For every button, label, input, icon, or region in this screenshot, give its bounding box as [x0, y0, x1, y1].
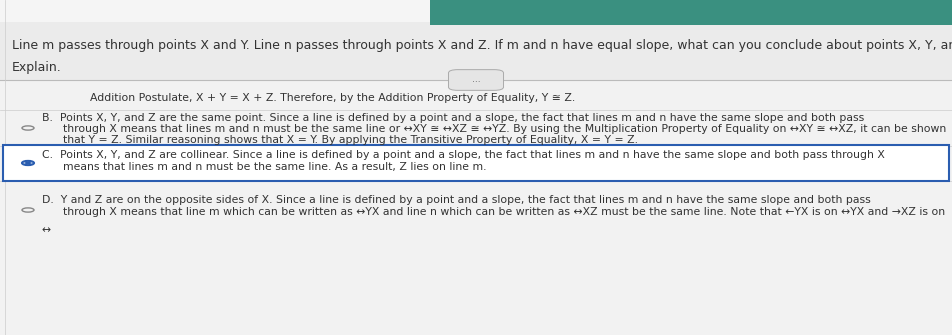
Text: through X means that line m which can be written as ↔YX and line n which can be : through X means that line m which can be… [42, 207, 945, 217]
Text: B.  Points X, Y, and Z are the same point. Since a line is defined by a point an: B. Points X, Y, and Z are the same point… [42, 113, 864, 123]
Text: C.  Points X, Y, and Z are collinear. Since a line is defined by a point and a s: C. Points X, Y, and Z are collinear. Sin… [42, 150, 884, 160]
FancyBboxPatch shape [0, 80, 952, 335]
FancyBboxPatch shape [448, 70, 504, 90]
Text: Explain.: Explain. [12, 61, 62, 73]
Text: ...: ... [471, 75, 481, 84]
FancyBboxPatch shape [3, 145, 949, 181]
Circle shape [25, 162, 31, 164]
Text: Addition Postulate, X + Y = X + Z. Therefore, by the Addition Property of Equali: Addition Postulate, X + Y = X + Z. There… [90, 93, 575, 103]
Text: means that lines m and n must be the same line. As a result, Z lies on line m.: means that lines m and n must be the sam… [42, 162, 486, 172]
Text: that Y = Z. Similar reasoning shows that X = Y. By applying the Transitive Prope: that Y = Z. Similar reasoning shows that… [42, 135, 638, 145]
Text: Line m passes through points X and Y. Line n passes through points X and Z. If m: Line m passes through points X and Y. Li… [12, 39, 952, 52]
Text: ↔: ↔ [42, 225, 51, 235]
FancyBboxPatch shape [0, 22, 952, 80]
FancyBboxPatch shape [430, 0, 952, 25]
Text: through X means that lines m and n must be the same line or ↔XY ≅ ↔XZ ≅ ↔YZ. By : through X means that lines m and n must … [42, 124, 946, 134]
Text: D.  Y and Z are on the opposite sides of X. Since a line is defined by a point a: D. Y and Z are on the opposite sides of … [42, 195, 871, 205]
